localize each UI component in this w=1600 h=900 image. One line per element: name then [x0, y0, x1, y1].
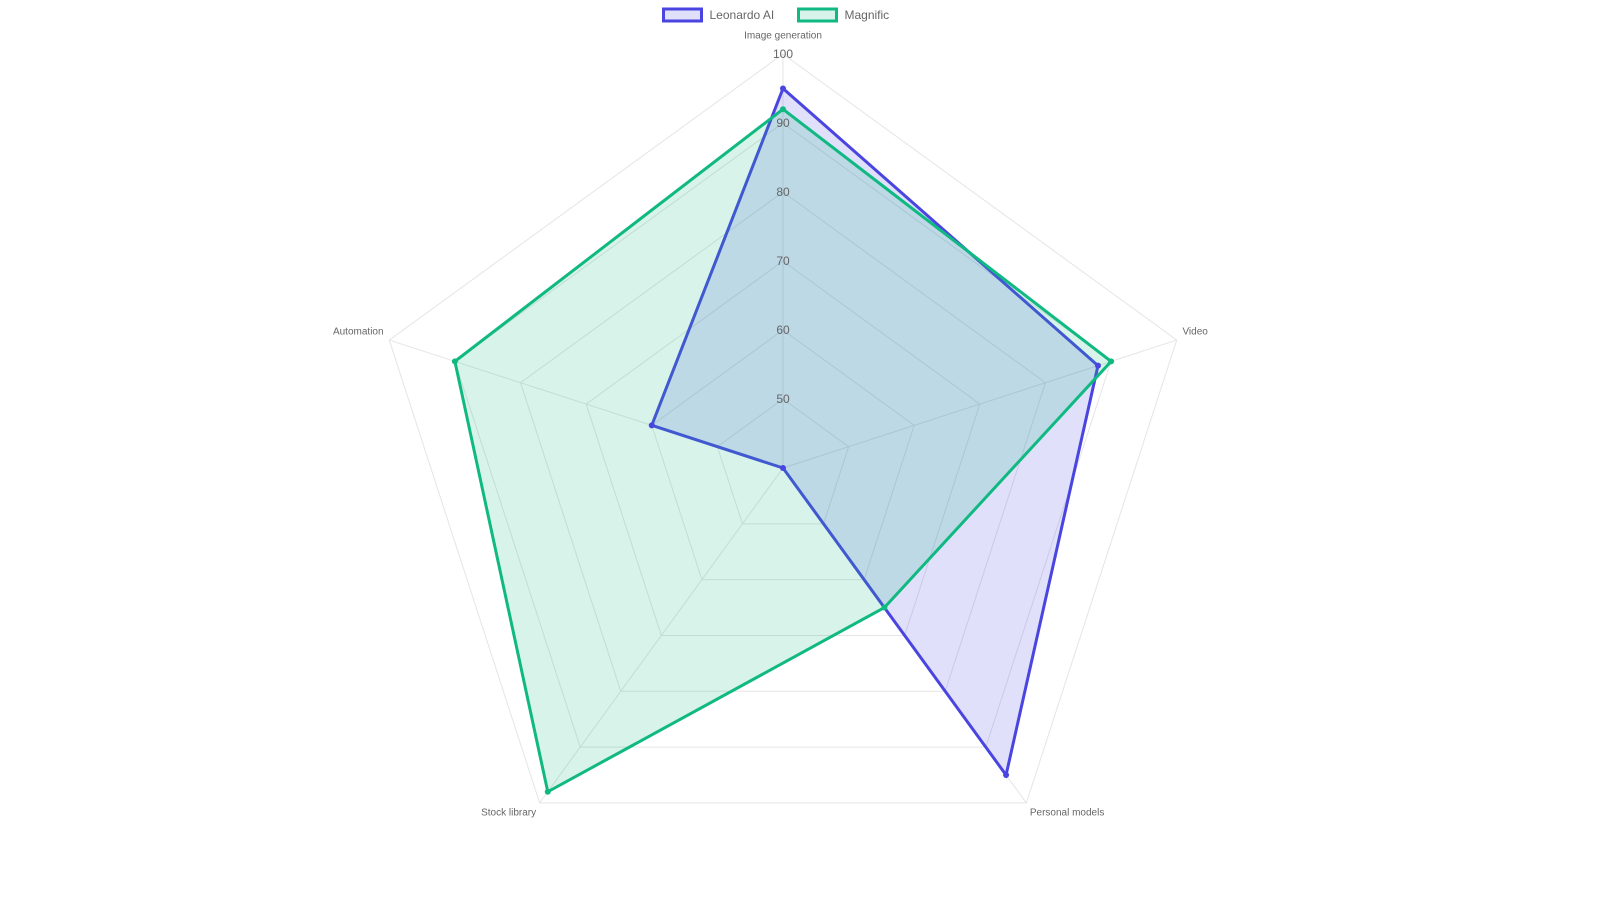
data-point	[780, 106, 786, 113]
legend-label: Leonardo AI	[710, 8, 775, 22]
grid-ring	[651, 329, 915, 581]
series-area	[453, 107, 1114, 795]
r-tick-label: 90	[776, 116, 790, 130]
data-point	[648, 422, 655, 429]
series-area	[649, 85, 1100, 779]
data-point	[544, 788, 551, 795]
category-label: Stock library	[481, 808, 536, 819]
category-label: Image generation	[744, 31, 822, 42]
grid-ring	[388, 53, 1178, 804]
legend-swatch	[797, 7, 838, 23]
legend-label: Magnific	[845, 8, 890, 22]
grid-ring	[519, 191, 1047, 692]
data-point	[1108, 358, 1115, 365]
r-tick-label: 60	[776, 323, 790, 337]
category-label: Automation	[333, 327, 384, 338]
r-tick-label: 50	[776, 392, 790, 406]
data-point	[1094, 362, 1101, 369]
legend-swatch	[662, 7, 703, 23]
grid-ring	[454, 122, 1112, 748]
category-label: Video	[1182, 327, 1208, 338]
data-point	[1003, 772, 1010, 779]
grid-ring	[585, 260, 981, 636]
data-point	[451, 358, 458, 365]
grid-ring	[716, 398, 850, 525]
category-label: Personal models	[1030, 808, 1104, 819]
r-tick-label: 100	[773, 47, 793, 61]
r-tick-label: 80	[776, 185, 790, 199]
data-point	[780, 85, 786, 92]
data-point	[780, 465, 786, 471]
r-tick-label: 70	[776, 254, 790, 268]
data-point	[881, 604, 888, 611]
